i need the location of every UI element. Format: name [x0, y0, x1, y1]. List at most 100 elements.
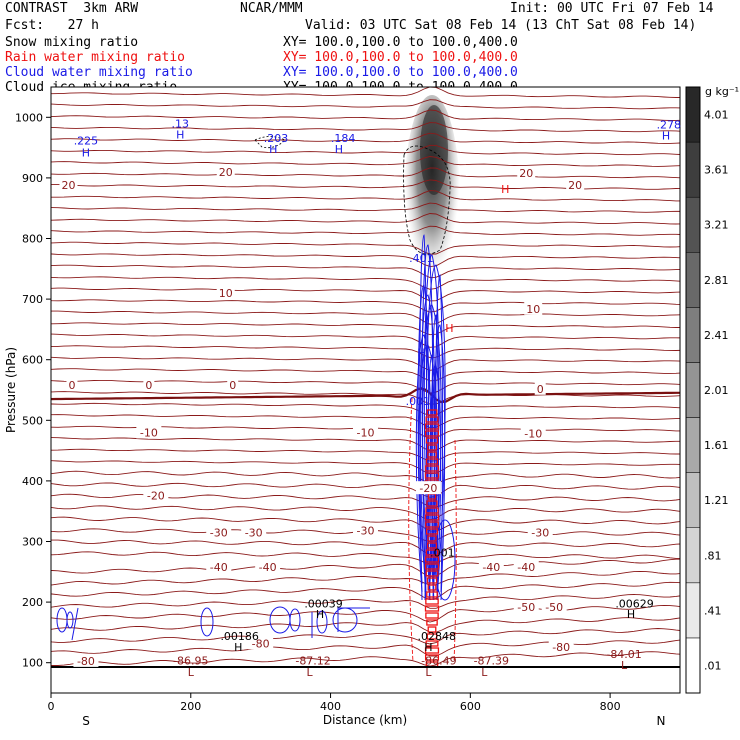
isotherm [51, 322, 680, 336]
extremum-label: H [335, 143, 343, 156]
isotherm-label: 20 [568, 179, 582, 192]
isotherm-label-bg [548, 639, 574, 653]
isotherm [51, 356, 680, 371]
colorbar-segment [685, 196, 701, 253]
extremum-label: L [188, 666, 195, 679]
isotherm-label-bg [136, 425, 162, 439]
extremum-label: L [425, 666, 432, 679]
x-tick-label: 200 [180, 700, 201, 713]
valid-time: Valid: 03 UTC Sat 08 Feb 14 (13 ChT Sat … [305, 18, 697, 33]
isotherm [51, 414, 680, 428]
isotherm-label-bg [513, 599, 539, 613]
colorbar-label: 2.81 [704, 274, 729, 287]
colorbar-segment [685, 307, 701, 363]
isotherm-label: -10 [524, 428, 542, 441]
field-name-snow: Snow mixing ratio [5, 35, 139, 50]
colorbar: .01 .41 .81 1.21 1.61 2.01 2.41 2.81 3.21 3.61 4.0… [685, 86, 729, 694]
colorbar-label: 1.21 [704, 494, 729, 507]
isotherm-label: -40 [517, 561, 535, 574]
isotherm-label-bg [520, 426, 546, 440]
isotherm [51, 99, 680, 110]
isotherm-label: -40 [482, 561, 500, 574]
isotherm-label: 20 [219, 166, 233, 179]
colorbar-segment [685, 141, 701, 198]
isotherm [51, 87, 680, 98]
isotherm-label-bg [517, 166, 536, 180]
isotherm [51, 402, 680, 417]
isotherm [51, 109, 680, 121]
isotherm [51, 594, 680, 609]
isotherm-label: -30 [245, 526, 263, 539]
isotherm [51, 190, 680, 202]
rain-water-contour [426, 542, 438, 549]
rain-water-contour [425, 437, 439, 444]
isotherm-label: 0 [68, 379, 75, 392]
isotherm [51, 539, 680, 556]
isotherm [51, 276, 680, 290]
isotherm-label: -30 [210, 526, 228, 539]
cloud-water-cell [200, 607, 214, 637]
extremum-label: -86.49 [421, 654, 456, 667]
colorbar-segment [685, 527, 701, 584]
extremum-label: H [501, 183, 509, 196]
rain-water-envelope [408, 397, 457, 663]
colorbar-segment [685, 252, 701, 308]
isotherm-label-bg [527, 525, 553, 539]
colorbar-label: 3.61 [704, 164, 729, 177]
rain-water-contours [408, 397, 457, 668]
colorbar-label: 3.21 [704, 219, 729, 232]
field-name-cloud-water: Cloud water mixing ratio [5, 65, 193, 80]
extremum-label: L [621, 659, 628, 672]
rain-water-contour [425, 598, 439, 605]
isotherm-label: 0 [145, 379, 152, 392]
colorbar-label: 2.41 [704, 329, 729, 342]
isotherm-label-bg [255, 559, 281, 573]
colorbar-unit: g kg⁻¹ [705, 85, 739, 98]
isotherm-label: -50 [517, 601, 535, 614]
isotherm [51, 225, 680, 236]
extremum-label: H [662, 129, 670, 142]
rain-water-contour [426, 591, 438, 598]
isotherm [51, 460, 680, 475]
isotherm [51, 264, 680, 278]
isotherm-label: 20 [61, 179, 75, 192]
isotherm-label-bg [353, 523, 378, 537]
extremum-label: .02848 [418, 630, 457, 643]
isotherm-label: -10 [140, 426, 158, 439]
rain-water-contour [424, 654, 440, 661]
rain-water-contour [425, 528, 439, 535]
extremum-label: .13 [172, 117, 190, 130]
extremum-label: .00186 [220, 630, 259, 643]
isotherm-label-bg [478, 559, 504, 573]
isotherm-label-bg [566, 178, 585, 192]
rain-water-contour [427, 444, 437, 451]
y-tick-label: 500 [22, 414, 43, 427]
isotherm-label: 20 [519, 167, 533, 180]
isotherm [51, 345, 680, 359]
cloud-water-cell [289, 608, 301, 632]
x-tick-label: 600 [460, 700, 481, 713]
colorbar-frame [685, 86, 701, 694]
isotherm-label-bg [241, 525, 267, 539]
contour-labels: -80 -80 -80 -50 -50 -40 -40 -40 -40 -30 -30 -30 -30 -… [59, 117, 681, 679]
isotherm-label: 10 [526, 303, 540, 316]
isotherm-label-bg [59, 178, 78, 192]
isotherm [51, 551, 680, 565]
y-axis: 100 200 300 400 500 600 700 800 900 1000 [15, 111, 51, 670]
isotherm-label: 10 [219, 287, 233, 300]
extremum-label: .203 [264, 132, 289, 145]
y-tick-label: 1000 [15, 111, 43, 124]
rain-water-contour [424, 563, 440, 570]
extremum-label: H [234, 641, 242, 654]
rain-water-contour [424, 647, 440, 654]
isotherm-label-bg [206, 525, 232, 539]
extremum-label: L [307, 666, 314, 679]
forecast-hour: Fcst: 27 h [5, 18, 99, 33]
isotherm-label: -30 [357, 525, 375, 538]
rain-water-contour [424, 472, 440, 479]
extremum-label: H [176, 128, 184, 141]
rain-water-contour [425, 549, 439, 556]
extremum-label: -86.95 [173, 654, 208, 667]
isotherm-label: -80 [552, 641, 570, 654]
extremum-label: H [424, 641, 432, 654]
